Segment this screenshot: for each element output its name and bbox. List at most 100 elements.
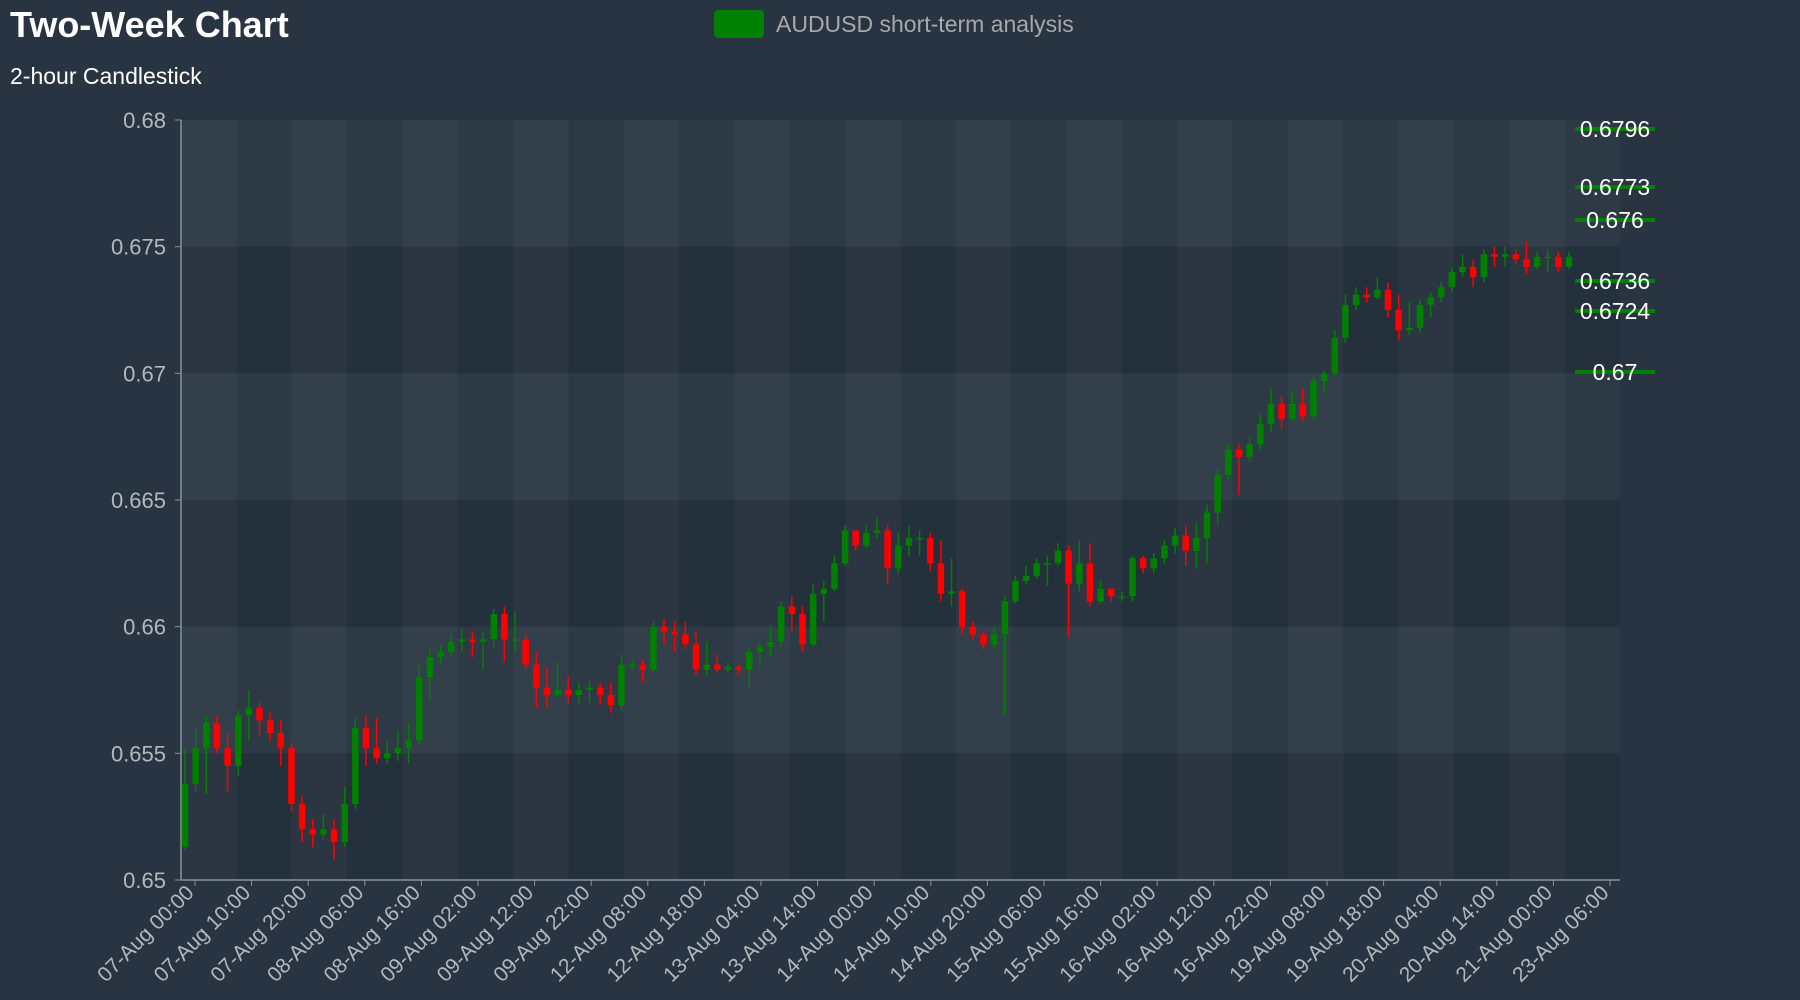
candle-body: [1544, 256, 1551, 259]
grid-band-vertical: [1233, 120, 1288, 880]
candle-body: [948, 591, 955, 594]
candle-body: [1118, 596, 1126, 598]
legend-label: AUDUSD short-term analysis: [776, 10, 1074, 37]
candle-body: [607, 695, 615, 706]
candle-body: [1288, 403, 1296, 419]
candle-body: [437, 652, 444, 658]
x-tick-label: 07-Aug 00:00: [93, 881, 198, 986]
grid-band-vertical: [236, 120, 291, 880]
candle-body: [788, 606, 796, 614]
candle-body: [990, 634, 998, 645]
candle-body: [841, 530, 849, 564]
price-level-label: 0.6736: [1580, 268, 1650, 294]
candle-body: [905, 538, 913, 546]
candle-body: [692, 644, 700, 670]
candle-body: [1129, 558, 1136, 597]
grid-band-vertical: [845, 120, 900, 880]
candle-body: [980, 634, 987, 645]
candle-body: [1278, 403, 1285, 419]
grid-band-vertical: [292, 120, 347, 880]
grid-band-vertical: [1565, 120, 1620, 880]
y-tick-label: 0.665: [111, 488, 166, 513]
candle-body: [714, 664, 721, 670]
grid-band-vertical: [1288, 120, 1343, 880]
candle-body: [884, 530, 891, 569]
grid-band-vertical: [679, 120, 734, 880]
grid-band-vertical: [513, 120, 568, 880]
candle-body: [224, 748, 231, 766]
candle-body: [1565, 256, 1573, 267]
candle-body: [426, 657, 434, 678]
candle-body: [1310, 380, 1317, 417]
candle-body: [724, 667, 732, 670]
candle-body: [309, 829, 317, 835]
candle-body: [735, 667, 742, 670]
candle-body: [809, 593, 817, 645]
candle-body: [447, 641, 455, 652]
candle-body: [1182, 535, 1189, 551]
grid-band-vertical: [1399, 120, 1454, 880]
y-tick-label: 0.655: [111, 741, 166, 766]
candle-body: [1395, 310, 1402, 331]
candle-body: [1161, 545, 1168, 559]
candle-body: [1054, 550, 1062, 564]
candle-body: [1523, 259, 1530, 267]
candle-body: [1459, 266, 1466, 272]
candle-body: [1469, 266, 1477, 278]
candle-body: [533, 664, 540, 688]
candle-body: [415, 677, 423, 741]
candle-body: [384, 753, 391, 759]
candle-body: [288, 748, 295, 804]
price-level-label: 0.676: [1586, 207, 1644, 233]
legend[interactable]: AUDUSD short-term analysis: [714, 10, 1074, 38]
candle-body: [1363, 294, 1370, 298]
candle-body: [1193, 538, 1200, 551]
candle-body: [362, 728, 370, 749]
grid-band-vertical: [1509, 120, 1564, 880]
grid-band-vertical: [568, 120, 623, 880]
candle-body: [1267, 403, 1275, 424]
candle-body: [298, 804, 306, 830]
candle-body: [1448, 272, 1456, 288]
candle-body: [671, 631, 678, 635]
candle-body: [1416, 304, 1424, 328]
candle-body: [937, 563, 945, 594]
grid-band-vertical: [956, 120, 1011, 880]
candle-body: [501, 614, 508, 640]
grid-band-vertical: [1343, 120, 1398, 880]
candle-body: [1022, 576, 1030, 582]
candle-body: [1533, 256, 1541, 267]
candle-body: [522, 639, 529, 665]
candle-body: [756, 646, 764, 652]
candle-body: [799, 614, 806, 645]
candle-body: [373, 748, 380, 759]
candle-body: [330, 829, 338, 842]
candle-body: [1139, 558, 1147, 569]
grid-band-vertical: [734, 120, 789, 880]
candle-body: [1299, 403, 1307, 417]
candle-body: [703, 664, 710, 670]
candle-body: [458, 639, 466, 642]
grid-band-vertical: [1122, 120, 1177, 880]
candle-body: [1044, 563, 1051, 565]
grid-band-vertical: [1454, 120, 1509, 880]
candle-body: [1342, 304, 1349, 338]
candle-body: [628, 664, 636, 667]
candle-body: [1001, 601, 1009, 635]
candle-body: [916, 538, 923, 540]
candle-body: [831, 563, 838, 589]
legend-swatch: [714, 10, 764, 38]
candle-body: [745, 652, 753, 670]
candle-body: [777, 606, 785, 642]
candle-body: [320, 829, 327, 835]
y-tick-label: 0.675: [111, 235, 166, 260]
candle-body: [234, 715, 242, 766]
candle-body: [511, 639, 519, 641]
candle-body: [767, 641, 774, 647]
grid-band-vertical: [1011, 120, 1066, 880]
candle-body: [1480, 254, 1488, 278]
candle-body: [1097, 588, 1104, 602]
candle-body: [852, 530, 859, 546]
